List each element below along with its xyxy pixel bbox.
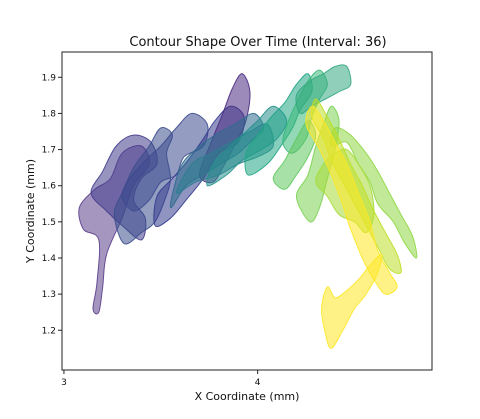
contour-shape-9 — [244, 73, 313, 176]
plot-frame — [61, 51, 433, 371]
contour-shape-3 — [121, 112, 209, 212]
contour-shape-11 — [295, 64, 352, 115]
contour-shape-17 — [305, 105, 398, 295]
plot-area — [61, 51, 433, 371]
y-tick-label: 1.5 — [42, 218, 56, 228]
y-tick-label: 1.9 — [42, 73, 57, 83]
y-tick-label: 1.2 — [42, 326, 56, 336]
chart-title: Contour Shape Over Time (Interval: 36) — [129, 35, 386, 50]
y-axis: 1.2 1.3 1.4 1.5 1.6 1.7 1.8 1.9 — [42, 73, 62, 336]
x-tick-label: 4 — [255, 378, 261, 388]
x-axis-label: X Coordinate (mm) — [195, 390, 300, 403]
series-layer — [78, 64, 418, 349]
y-tick-label: 1.6 — [42, 182, 57, 192]
contour-shape-18 — [321, 253, 383, 349]
y-tick-label: 1.7 — [42, 146, 56, 156]
x-tick-label: 3 — [61, 378, 67, 388]
y-tick-label: 1.4 — [42, 254, 57, 264]
y-tick-label: 1.8 — [42, 109, 57, 119]
y-axis-label: Y Coordinate (mm) — [24, 159, 37, 264]
y-tick-label: 1.3 — [42, 290, 56, 300]
